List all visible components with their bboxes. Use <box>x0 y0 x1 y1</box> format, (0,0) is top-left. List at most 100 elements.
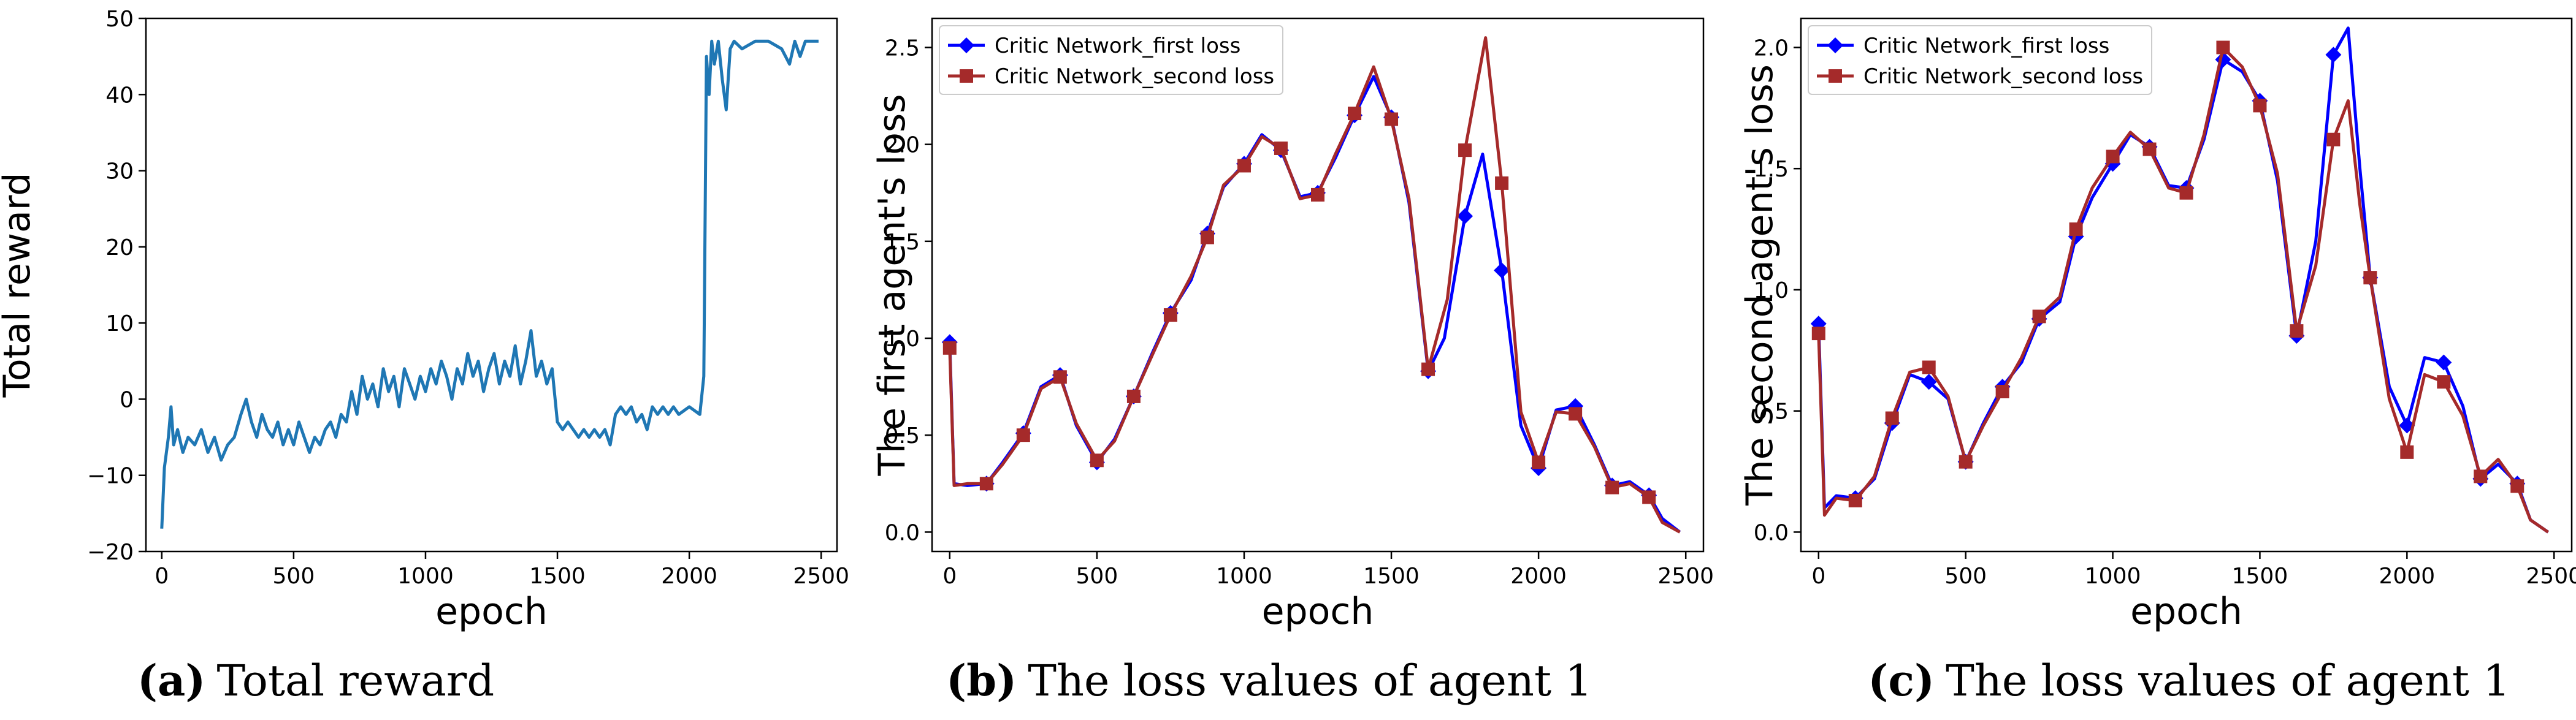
x-tick-label: 2500 <box>2526 564 2576 589</box>
series-2-marker <box>1495 176 1509 190</box>
y-axis-label: Total reward <box>0 172 39 398</box>
panel-c-second-agent-loss: 0 500 1000 1500 2000 2500 0.0 0.5 1.0 1.5 2.0 epoch… <box>1738 17 2576 706</box>
series-2-marker <box>2032 309 2046 324</box>
caption-letter: (a) <box>137 655 206 706</box>
caption-text: The loss values of agent 1 <box>1946 656 2510 706</box>
series-2-marker <box>979 477 993 491</box>
caption-text: The loss values of agent 1 <box>1028 656 1592 706</box>
x-tick-label: 0 <box>155 564 169 589</box>
series-2-marker <box>2437 375 2451 389</box>
panel-caption: (c) The loss values of agent 1 <box>1868 655 2510 706</box>
y-tick-label: 0.0 <box>885 520 920 545</box>
series-2-marker <box>1126 389 1141 403</box>
y-tick-label: 50 <box>105 7 134 32</box>
series-2-marker <box>2363 271 2377 285</box>
series-2-marker <box>2400 445 2414 459</box>
x-axis-label: epoch <box>2130 590 2242 633</box>
x-tick-label: 2500 <box>1657 564 1714 589</box>
plot-frame <box>1800 17 2573 553</box>
series-1-marker <box>1921 374 1937 390</box>
legend-marker <box>960 69 973 83</box>
series-2-marker <box>2069 222 2083 237</box>
caption-letter: (b) <box>946 655 1017 706</box>
series-2-marker <box>2179 186 2193 200</box>
y-tick-label: 40 <box>105 83 134 108</box>
series-2-marker <box>1959 455 1973 469</box>
series-2-marker <box>2142 142 2157 156</box>
y-tick-label: 20 <box>105 235 134 260</box>
caption-letter: (c) <box>1868 655 1935 706</box>
y-tick-label: 1.0 <box>885 327 920 352</box>
legend-entry-label: Critic Network_first loss <box>995 34 1240 58</box>
series-2-marker <box>2106 150 2120 164</box>
legend-marker <box>958 37 974 53</box>
series-2-marker <box>942 341 957 355</box>
series-2-marker <box>2326 132 2341 146</box>
y-tick-label: 1.5 <box>885 230 920 255</box>
y-tick-label: −10 <box>87 464 134 489</box>
y-tick-label: 2.0 <box>885 133 920 158</box>
series-2-marker <box>1090 453 1104 468</box>
y-tick-label: 1.0 <box>1754 278 1789 303</box>
series-1-marker <box>2325 47 2342 63</box>
x-tick-label: 0 <box>942 564 957 589</box>
panel-b-first-agent-loss: 0 500 1000 1500 2000 2500 0.0 0.5 1.0 1.5 2.0 2.5 ep… <box>871 17 1714 706</box>
series-2-marker <box>1016 428 1030 442</box>
x-tick-label: 2000 <box>1510 564 1567 589</box>
legend-box <box>1808 25 2152 95</box>
panel-caption: (b) The loss values of agent 1 <box>946 655 1592 706</box>
x-tick-label: 2000 <box>2379 564 2436 589</box>
y-tick-label: 2.0 <box>1754 36 1789 61</box>
series-2-marker <box>1995 385 2009 398</box>
x-tick-label: 2500 <box>793 564 849 589</box>
y-tick-label: 10 <box>105 311 134 336</box>
series-2-marker <box>1922 360 1936 374</box>
legend-entry-label: Critic Network_second loss <box>995 64 1274 89</box>
series-2-marker <box>1421 362 1435 376</box>
series-2-marker <box>2510 479 2524 493</box>
series-2-marker <box>1163 308 1177 322</box>
x-tick-label: 500 <box>1944 564 1987 589</box>
x-tick-label: 1000 <box>397 564 454 589</box>
x-tick-label: 1000 <box>1216 564 1272 589</box>
series-2-marker <box>1200 230 1214 244</box>
y-tick-label: 30 <box>105 159 134 184</box>
x-tick-label: 0 <box>1811 564 1825 589</box>
plot-frame <box>931 17 1705 553</box>
plot-frame <box>145 17 838 553</box>
series-2-marker <box>1348 107 1362 121</box>
series-2-marker <box>1458 143 1472 157</box>
series-2-marker <box>1885 411 1899 425</box>
x-tick-label: 500 <box>273 564 315 589</box>
series-2-marker <box>2253 99 2267 113</box>
series-2-marker <box>1605 480 1619 495</box>
x-tick-label: 1500 <box>2232 564 2288 589</box>
y-axis-label: The second agent's loss <box>1738 64 1781 506</box>
y-tick-label: 2.5 <box>885 36 920 61</box>
panel-caption: (a) Total reward <box>137 655 494 706</box>
series-2-marker <box>1811 327 1825 341</box>
legend-entry-label: Critic Network_first loss <box>1863 34 2109 58</box>
series-1-marker <box>1494 262 1510 279</box>
y-tick-label: −20 <box>87 540 134 565</box>
series-2-marker <box>1642 490 1656 504</box>
y-tick-label: 1.5 <box>1754 157 1789 182</box>
series-2-marker <box>1237 159 1251 173</box>
series-2-marker <box>1385 112 1399 126</box>
x-tick-label: 2000 <box>661 564 717 589</box>
y-tick-label: 0.0 <box>1754 520 1789 545</box>
legend-marker <box>1829 69 1842 83</box>
series-1-marker <box>2436 354 2452 371</box>
x-tick-label: 1500 <box>1363 564 1420 589</box>
x-tick-label: 500 <box>1076 564 1118 589</box>
y-tick-label: 0.5 <box>1754 400 1789 425</box>
y-tick-label: 0 <box>120 387 134 412</box>
x-tick-label: 1000 <box>2085 564 2141 589</box>
series-2-marker <box>1532 455 1546 469</box>
series-2-marker <box>1053 370 1067 384</box>
series-2-marker <box>2290 324 2304 338</box>
series-2-marker <box>2474 469 2488 483</box>
caption-text: Total reward <box>216 656 494 706</box>
legend-marker <box>1827 37 1843 53</box>
